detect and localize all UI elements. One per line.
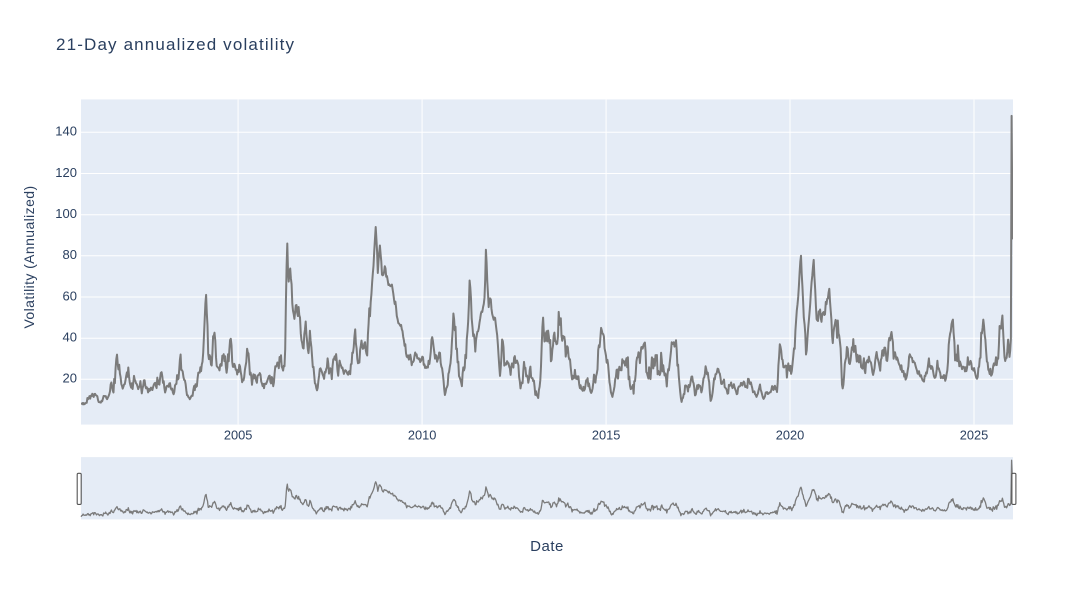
svg-text:2020: 2020 (776, 428, 804, 443)
svg-text:2025: 2025 (960, 428, 988, 443)
svg-text:60: 60 (63, 288, 77, 303)
svg-text:2010: 2010 (408, 428, 436, 443)
svg-text:21-Day annualized volatility: 21-Day annualized volatility (56, 35, 295, 54)
svg-text:2015: 2015 (592, 428, 620, 443)
svg-text:100: 100 (55, 206, 77, 221)
svg-text:2005: 2005 (224, 428, 252, 443)
svg-text:Volatility (Annualized): Volatility (Annualized) (21, 185, 37, 328)
svg-text:120: 120 (55, 165, 77, 180)
svg-text:140: 140 (55, 124, 77, 139)
svg-text:40: 40 (63, 330, 77, 345)
svg-text:80: 80 (63, 247, 77, 262)
svg-text:Date: Date (530, 538, 564, 555)
svg-text:20: 20 (63, 371, 77, 386)
